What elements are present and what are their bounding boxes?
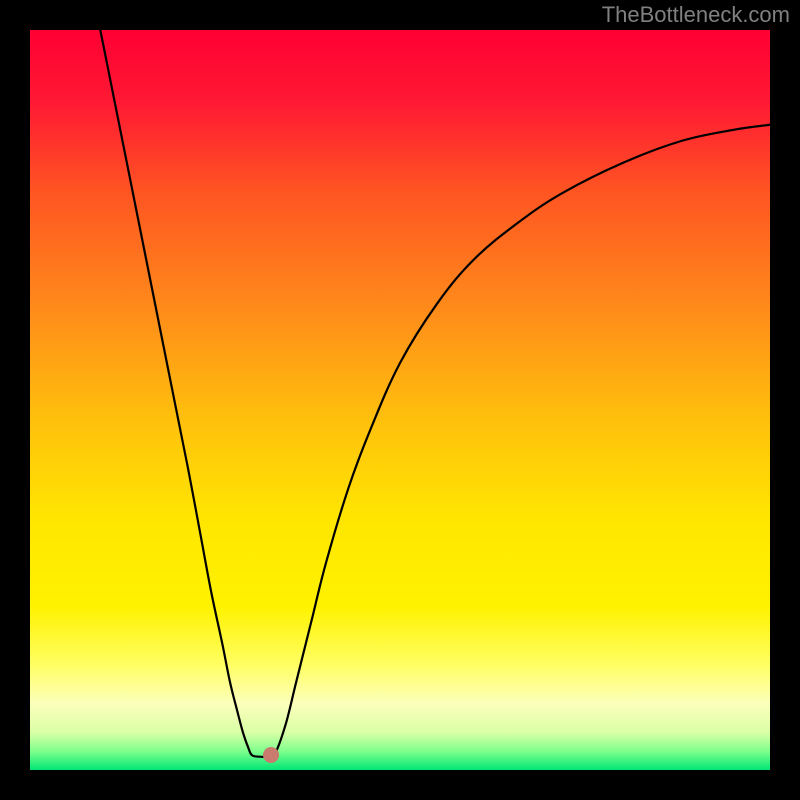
bottleneck-curve <box>30 30 770 770</box>
current-point-marker <box>263 747 279 763</box>
plot-area <box>30 30 770 770</box>
watermark-text: TheBottleneck.com <box>602 2 790 28</box>
chart-frame: TheBottleneck.com <box>0 0 800 800</box>
curve-path <box>100 30 770 758</box>
